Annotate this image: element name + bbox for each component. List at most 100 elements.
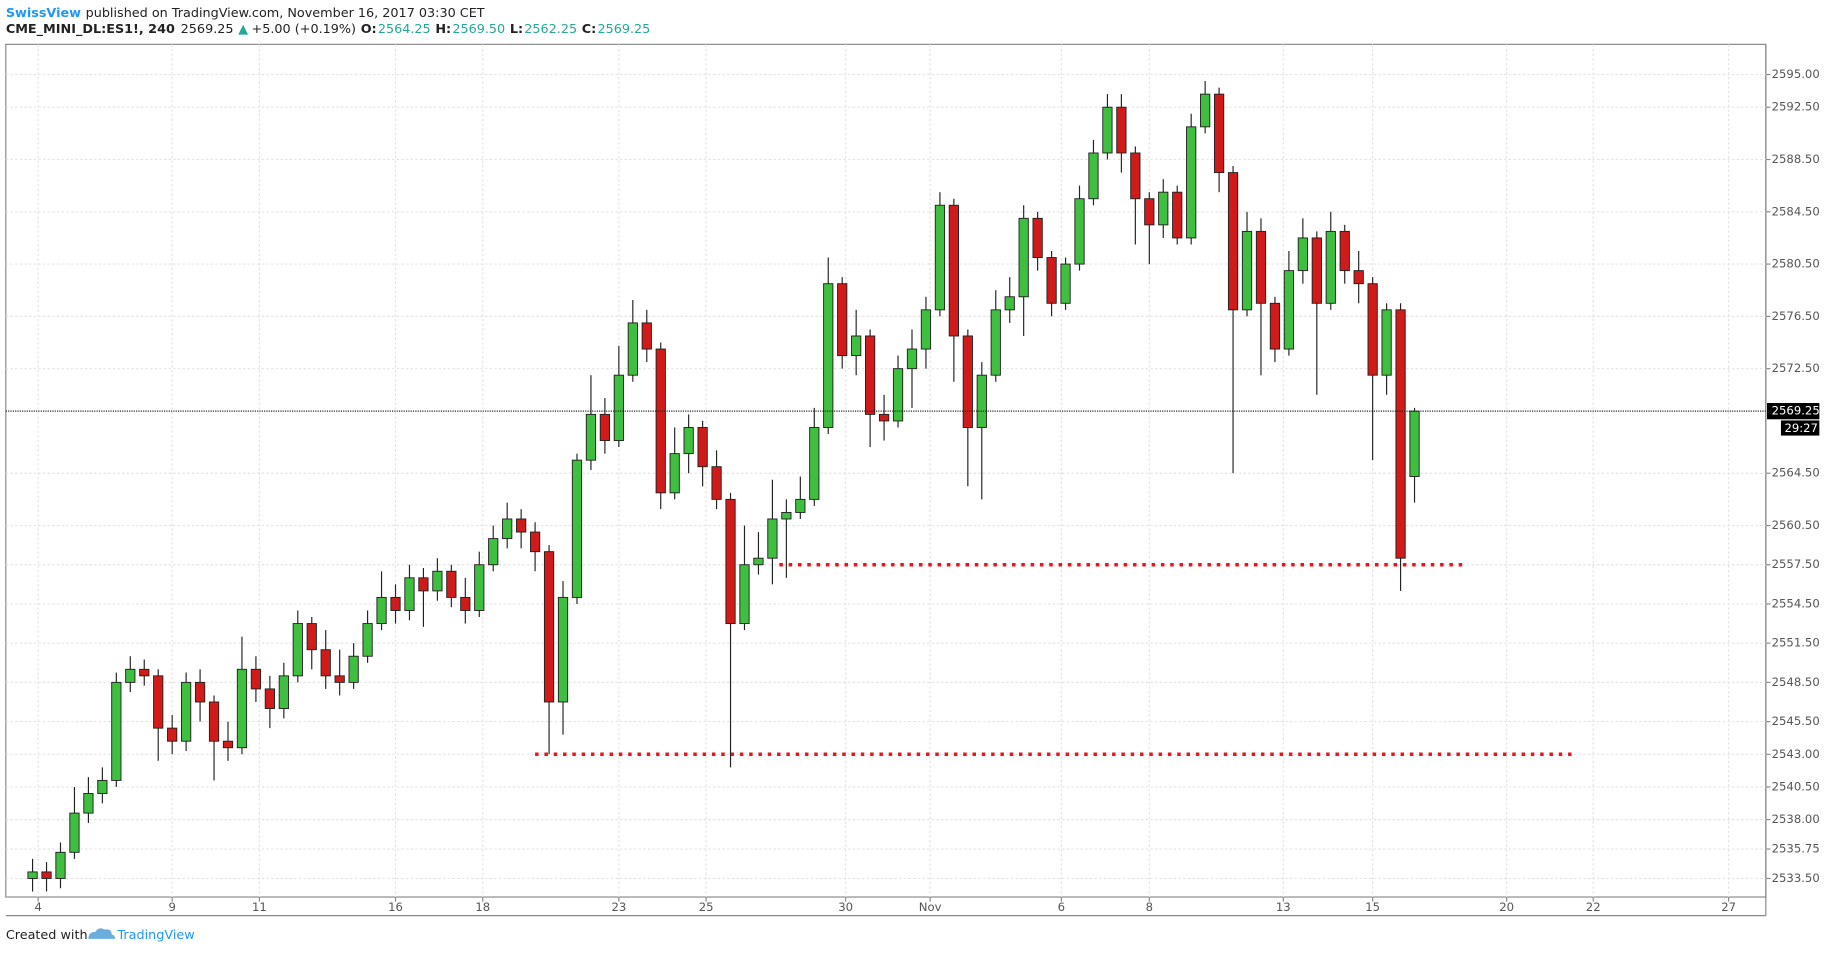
candle-body <box>557 596 569 703</box>
candle-body <box>1018 217 1029 298</box>
candle-body <box>948 204 959 337</box>
candle-body <box>83 793 94 814</box>
candle-body <box>795 498 806 513</box>
candle-body <box>250 668 262 690</box>
y-tick-label: 2545.50 <box>1772 714 1820 728</box>
candle-body <box>69 812 80 853</box>
published: published on TradingView.com, November 1… <box>86 5 485 20</box>
candle-body <box>1158 191 1169 226</box>
x-tick-label: 30 <box>838 900 853 914</box>
candle-body <box>823 283 834 428</box>
candle-body <box>502 518 513 540</box>
candle-body <box>97 779 108 794</box>
candle-body <box>264 688 275 709</box>
candle-body <box>851 335 862 357</box>
candle-body <box>1102 106 1113 154</box>
candle-body <box>585 413 597 461</box>
candle-body <box>1241 230 1253 311</box>
change: +5.00 (+0.19%) <box>252 22 357 37</box>
candle-body <box>892 368 904 422</box>
x-tick-label: 6 <box>1058 900 1065 914</box>
candle-body <box>167 727 178 742</box>
candle-body <box>767 518 778 559</box>
y-tick-label: 2543.00 <box>1772 747 1820 761</box>
candle-body <box>334 675 345 683</box>
ohlc-value: 2569.25 <box>597 22 650 37</box>
candle-body <box>1074 198 1085 265</box>
y-tick-label: 2564.50 <box>1772 466 1820 480</box>
candle-body <box>432 570 443 592</box>
last-price-box <box>1767 402 1820 420</box>
candle-body <box>697 427 708 468</box>
y-tick-label: 2560.50 <box>1772 518 1820 532</box>
candle-body <box>683 427 694 455</box>
candle-body <box>1144 198 1155 226</box>
ohlc-value: 2562.25 <box>524 22 577 37</box>
y-tick-label: 2584.50 <box>1772 204 1820 218</box>
candle-body <box>655 348 666 494</box>
y-tick-label: 2572.50 <box>1772 361 1820 375</box>
candle-body <box>571 459 583 598</box>
candle-body <box>962 335 973 428</box>
candle-body <box>1283 270 1295 350</box>
candle-body <box>390 596 401 611</box>
candle-body <box>1325 230 1336 304</box>
candle-body <box>878 413 890 422</box>
x-tick-label: 13 <box>1276 900 1291 914</box>
ohlc-label: O: <box>361 22 377 37</box>
y-tick-label: 2592.50 <box>1772 100 1820 114</box>
candle-body <box>920 309 932 350</box>
logo <box>88 928 116 939</box>
candle-body <box>474 564 485 611</box>
candle-body <box>1032 217 1043 259</box>
plot: 2595.00 2592.50 2588.50 2584.50 2580.50 2576.… <box>5 44 1820 914</box>
candle-body <box>236 668 248 749</box>
x-tick-label: 16 <box>388 900 403 914</box>
symbol-line: CME_MINI_DL:ES1!, 240 2569.25 ▲ +5.00 (+0.1… <box>6 22 650 37</box>
y-tick-label: 2548.50 <box>1772 675 1820 689</box>
x-tick-label: 9 <box>168 900 175 914</box>
last: 2569.25 <box>181 22 234 37</box>
ohlc-value: 2569.50 <box>452 22 505 37</box>
header-line: SwissView published on TradingView.com, N… <box>6 5 485 20</box>
y-tick-label: 2588.50 <box>1772 152 1820 166</box>
y-tick-label: 2535.75 <box>1772 842 1820 856</box>
arrow: ▲ <box>238 22 248 37</box>
candle-body <box>1004 296 1015 311</box>
footer-brand[interactable]: TradingView <box>116 928 194 943</box>
countdown: 29:27 <box>1784 421 1818 435</box>
candle-body <box>320 649 331 677</box>
candle-body <box>376 596 387 625</box>
candle-body <box>55 851 66 879</box>
candle-body <box>194 681 206 703</box>
x-tick-label: 15 <box>1365 900 1380 914</box>
ohlc-label: H: <box>435 22 451 37</box>
candle-body <box>222 740 234 749</box>
candle-body <box>1172 191 1183 239</box>
candle-body <box>488 538 499 566</box>
y-tick-label: 2554.50 <box>1772 596 1820 610</box>
candle-body <box>627 322 638 376</box>
x-tick-label: 20 <box>1499 900 1514 914</box>
candle-body <box>529 531 541 553</box>
x-tick-label: 23 <box>611 900 626 914</box>
y-tick-label: 2540.50 <box>1772 779 1820 793</box>
y-tick-label: 2533.50 <box>1772 871 1820 885</box>
x-tick-label: 8 <box>1146 900 1153 914</box>
y-tick-label: 2595.00 <box>1772 67 1820 81</box>
candle-body <box>1353 270 1364 285</box>
author[interactable]: SwissView <box>6 5 81 20</box>
symbol: CME_MINI_DL:ES1!, 240 <box>6 22 175 37</box>
candle-body <box>27 871 38 879</box>
candle-body <box>1395 309 1406 559</box>
candle-body <box>1367 283 1378 376</box>
y-tick-label: 2557.50 <box>1772 557 1820 571</box>
candle-body <box>1227 172 1239 311</box>
candle-body <box>460 596 471 611</box>
candle-body <box>1130 152 1141 200</box>
candle-body <box>1409 410 1420 477</box>
ohlc-value: 2564.25 <box>378 22 431 37</box>
y-tick-label: 2538.00 <box>1772 812 1820 826</box>
